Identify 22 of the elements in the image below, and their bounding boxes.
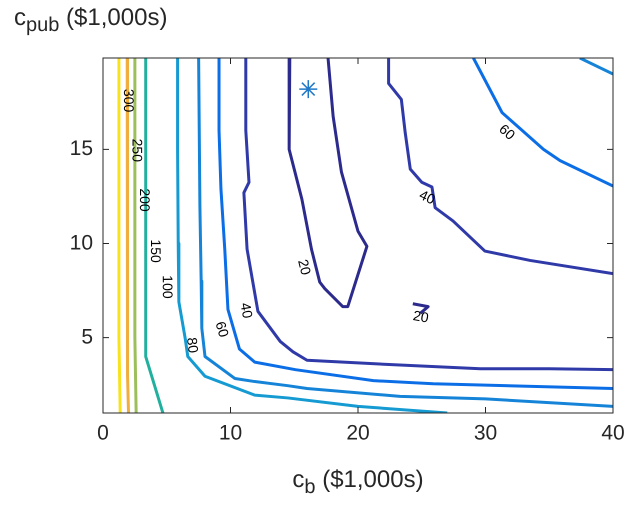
text: 200 [137,188,154,212]
text: 150 [148,239,164,263]
text: 100 [160,275,176,299]
text: 40 [416,186,438,208]
x-tick-label: 20 [346,421,370,444]
x-axis-title: c$_{b}$ ($1,000s) [291,466,425,499]
x-tick-label: 0 [97,421,109,444]
text: 250 [129,138,146,162]
y-tick-label: 10 [70,231,93,254]
text: 20 [295,258,314,277]
text: 20 [412,307,430,326]
text: 80 [184,336,202,354]
x-tick-label: 30 [474,421,498,444]
text: 300 [121,88,138,112]
text: 60 [496,120,519,144]
y-tick-label: 5 [81,325,93,348]
x-tick-label: 40 [601,421,625,444]
text: 60 [212,320,232,340]
x-tick-label: 10 [218,421,242,444]
y-axis-title: c$_{pub}$ ($1,000s) [14,4,168,37]
y-tick-label: 15 [70,137,93,160]
text: 40 [238,301,256,320]
